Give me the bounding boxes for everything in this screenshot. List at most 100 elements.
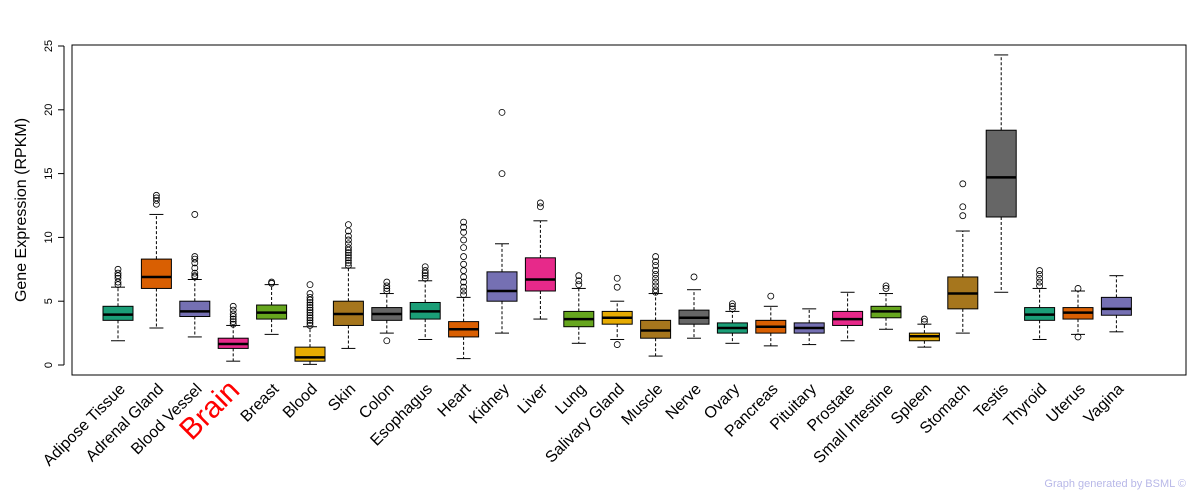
- outlier-point: [191, 269, 199, 277]
- box-skin: [332, 221, 364, 349]
- outlier-point: [921, 315, 928, 323]
- outlier-point: [460, 253, 468, 260]
- outlier-point: [921, 318, 928, 326]
- outlier-point: [114, 269, 122, 277]
- x-tick-label: Thyroid: [1001, 381, 1051, 431]
- outlier-point: [767, 292, 775, 300]
- outlier-point: [882, 282, 890, 290]
- iqr-box: [524, 257, 556, 292]
- outlier-point: [1036, 274, 1043, 282]
- outlier-point: [882, 285, 890, 292]
- outlier-point: [460, 278, 468, 286]
- x-tick-label: Blood: [280, 381, 321, 422]
- outlier-point: [344, 249, 352, 257]
- outlier-point: [729, 302, 736, 310]
- x-tick-label: Skin: [325, 381, 359, 415]
- outlier-point: [229, 315, 237, 323]
- box-esophagus: [409, 263, 441, 340]
- outlier-point: [652, 286, 659, 294]
- outlier-point: [344, 244, 352, 252]
- box-stomach: [947, 180, 979, 334]
- outlier-point: [306, 301, 314, 309]
- outlier-point: [191, 211, 199, 218]
- box-small-intestine: [870, 282, 902, 330]
- outlier-point: [191, 255, 199, 263]
- outlier-point: [460, 223, 468, 231]
- outlier-point: [460, 291, 468, 299]
- y-axis: 0 5 10 15 20 25: [43, 40, 65, 368]
- outlier-point: [383, 337, 391, 345]
- box-pancreas: [755, 292, 787, 347]
- outlier-point: [344, 240, 352, 248]
- box-vagina: [1100, 275, 1132, 333]
- box-pituitary: [793, 308, 825, 346]
- outlier-point: [306, 311, 314, 319]
- outlier-point: [1074, 285, 1082, 292]
- outlier-point: [652, 271, 659, 278]
- y-axis-label: Gene Expression (RPKM): [13, 118, 30, 302]
- outlier-point: [729, 305, 736, 313]
- y-tick-label: 20: [43, 104, 55, 116]
- outlier-point: [306, 322, 314, 329]
- box-prostate: [832, 291, 864, 342]
- outlier-point: [306, 281, 314, 289]
- outlier-point: [460, 228, 468, 236]
- box-muscle: [640, 253, 672, 357]
- y-tick-label: 10: [43, 231, 55, 243]
- x-tick-label: Vagina: [1081, 381, 1127, 427]
- outlier-point: [306, 293, 314, 301]
- y-tick-label: 0: [43, 362, 55, 368]
- outlier-point: [575, 272, 583, 280]
- box-spleen: [908, 315, 940, 348]
- outlier-point: [344, 262, 352, 269]
- outlier-point: [306, 316, 314, 324]
- outlier-point: [344, 251, 352, 259]
- box-salivary-gland: [601, 274, 633, 348]
- outlier-point: [114, 274, 122, 282]
- outlier-point: [652, 274, 659, 282]
- iqr-box: [140, 258, 172, 289]
- iqr-box: [985, 129, 1017, 218]
- box-brain: [217, 302, 249, 362]
- outlier-point: [575, 281, 583, 289]
- outlier-point: [383, 287, 391, 295]
- outlier-point: [460, 283, 468, 291]
- box-colon: [371, 278, 403, 345]
- box-breast: [256, 278, 288, 335]
- outlier-point: [1036, 267, 1043, 274]
- x-tick-label: Liver: [515, 380, 552, 417]
- outlier-point: [344, 232, 352, 240]
- x-tick-label: Breast: [238, 380, 283, 425]
- outlier-point: [344, 256, 352, 264]
- outlier-point: [383, 282, 391, 290]
- y-tick-label: 25: [43, 40, 55, 52]
- outlier-point: [959, 203, 967, 211]
- outlier-point: [652, 278, 659, 286]
- box-uterus: [1062, 285, 1094, 341]
- outlier-point: [268, 278, 276, 286]
- outlier-point: [306, 304, 314, 311]
- outlier-point: [306, 299, 314, 306]
- outlier-point: [460, 287, 468, 295]
- box-ovary: [716, 300, 748, 344]
- outlier-point: [229, 310, 237, 318]
- iqr-box: [640, 319, 672, 339]
- x-tick-label: Uterus: [1043, 381, 1088, 426]
- outlier-point: [229, 302, 237, 310]
- outlier-point: [152, 191, 160, 199]
- iqr-box: [294, 346, 326, 362]
- outlier-point: [344, 259, 352, 267]
- box-liver: [524, 199, 556, 320]
- outlier-point: [114, 265, 122, 273]
- outlier-point: [421, 263, 429, 271]
- outlier-point: [729, 300, 736, 308]
- box-blood: [294, 281, 326, 365]
- outlier-point: [613, 341, 621, 348]
- outlier-point: [460, 236, 468, 244]
- outlier-point: [959, 180, 967, 188]
- box-nerve: [678, 273, 710, 339]
- outlier-point: [306, 314, 314, 322]
- iqr-box: [1100, 296, 1132, 316]
